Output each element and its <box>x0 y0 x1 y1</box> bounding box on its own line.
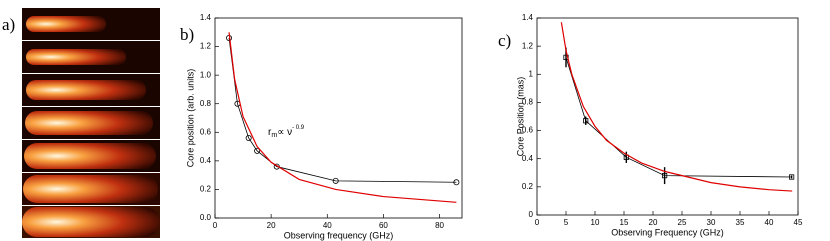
data-point <box>662 172 668 179</box>
jet-image <box>26 16 106 32</box>
jet-image <box>26 49 126 65</box>
y-tick-label: 0.8 <box>200 99 212 108</box>
y-tick-label: 0.0 <box>200 213 212 222</box>
y-tick-label: 0.2 <box>522 182 534 191</box>
jet-image <box>22 207 160 237</box>
annotation-part: - 0.9 <box>292 125 305 131</box>
y-tick-label: 1.0 <box>200 70 212 79</box>
x-tick-label: 45 <box>794 218 803 227</box>
x-tick-label: 20 <box>267 221 276 230</box>
y-tick-label: 0.4 <box>200 156 212 165</box>
panel-label: a) <box>2 15 15 34</box>
y-tick-label: 1.2 <box>522 41 534 50</box>
data-point <box>245 134 252 141</box>
y-tick-label: 0.6 <box>522 126 534 135</box>
jet-image <box>24 143 156 169</box>
annotation-part: ∝ ν <box>277 127 292 138</box>
y-tick-label: 0.2 <box>200 185 212 194</box>
plot-frame <box>214 17 463 219</box>
y-axis-title: Core position (arb. units) <box>185 69 195 168</box>
panel-label: b) <box>180 25 194 44</box>
x-tick-label: 40 <box>323 221 332 230</box>
y-tick-label: 0.6 <box>200 127 212 136</box>
y-tick-label: 1 <box>529 69 534 78</box>
x-tick-label: 5 <box>564 218 569 227</box>
x-tick-label: 0 <box>535 218 540 227</box>
panel-label: c) <box>498 31 511 50</box>
series-line <box>228 32 457 203</box>
annotation-part: r <box>268 127 272 138</box>
y-axis-title: Core Position (mas) <box>515 77 525 157</box>
y-tick-label: 1.2 <box>200 42 212 51</box>
x-tick-label: 60 <box>379 221 388 230</box>
data-point <box>583 118 589 124</box>
x-tick-label: 15 <box>620 218 629 227</box>
y-tick-label: 1.4 <box>522 13 534 22</box>
y-tick-label: 0.8 <box>522 98 534 107</box>
data-point <box>789 174 795 180</box>
data-point <box>332 177 339 184</box>
x-tick-label: 20 <box>649 218 658 227</box>
jet-images <box>22 8 160 238</box>
annotation-part: m <box>271 132 277 139</box>
data-point <box>453 179 460 186</box>
x-tick-label: 80 <box>435 221 444 230</box>
x-tick-label: 0 <box>213 221 218 230</box>
plot-frame <box>536 17 799 216</box>
series-line <box>560 22 793 192</box>
x-tick-label: 35 <box>736 218 745 227</box>
x-axis-title: Observing frequency (GHz) <box>284 230 394 240</box>
jet-image <box>25 111 153 135</box>
x-tick-label: 40 <box>765 218 774 227</box>
series-line <box>565 57 792 178</box>
data-point <box>623 154 629 160</box>
annotation: rm∝ ν- 0.9 <box>268 125 305 139</box>
jet-image <box>23 175 158 203</box>
x-tick-label: 10 <box>591 218 600 227</box>
x-axis-title: Observing Frequency (GHz) <box>611 227 724 237</box>
x-tick-label: 30 <box>707 218 716 227</box>
data-point <box>273 163 280 170</box>
y-tick-label: 1.4 <box>200 13 212 22</box>
jet-image <box>26 80 146 100</box>
y-tick-label: 0 <box>529 210 534 219</box>
data-point <box>254 147 261 154</box>
x-tick-label: 25 <box>678 218 687 227</box>
series-line <box>228 37 457 183</box>
y-tick-label: 0.4 <box>522 154 534 163</box>
